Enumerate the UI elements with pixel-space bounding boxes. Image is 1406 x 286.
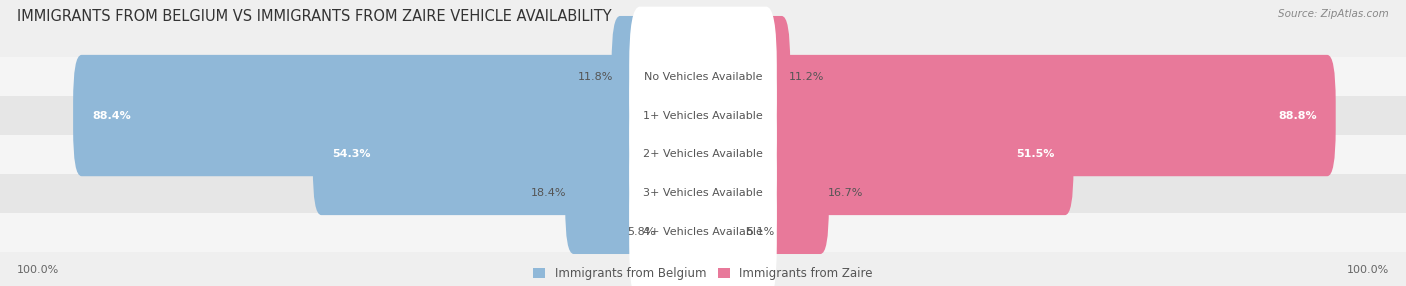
Bar xyxy=(0,57,1406,96)
Text: 88.8%: 88.8% xyxy=(1278,111,1317,120)
Text: 16.7%: 16.7% xyxy=(827,188,863,198)
FancyBboxPatch shape xyxy=(630,162,778,286)
Bar xyxy=(0,213,1406,252)
FancyBboxPatch shape xyxy=(630,123,778,263)
Text: 100.0%: 100.0% xyxy=(1347,265,1389,275)
FancyBboxPatch shape xyxy=(73,55,648,176)
Text: 51.5%: 51.5% xyxy=(1017,150,1054,159)
Text: 1+ Vehicles Available: 1+ Vehicles Available xyxy=(643,111,763,120)
Text: 100.0%: 100.0% xyxy=(17,265,59,275)
FancyBboxPatch shape xyxy=(758,16,790,137)
Text: 18.4%: 18.4% xyxy=(531,188,567,198)
FancyBboxPatch shape xyxy=(758,133,830,254)
Text: 5.8%: 5.8% xyxy=(627,227,655,237)
Text: Source: ZipAtlas.com: Source: ZipAtlas.com xyxy=(1278,9,1389,19)
FancyBboxPatch shape xyxy=(630,84,778,225)
Text: 11.2%: 11.2% xyxy=(789,72,824,82)
FancyBboxPatch shape xyxy=(312,94,648,215)
Text: 3+ Vehicles Available: 3+ Vehicles Available xyxy=(643,188,763,198)
Text: IMMIGRANTS FROM BELGIUM VS IMMIGRANTS FROM ZAIRE VEHICLE AVAILABILITY: IMMIGRANTS FROM BELGIUM VS IMMIGRANTS FR… xyxy=(17,9,612,23)
Text: 4+ Vehicles Available: 4+ Vehicles Available xyxy=(643,227,763,237)
Text: 88.4%: 88.4% xyxy=(91,111,131,120)
FancyBboxPatch shape xyxy=(758,94,1074,215)
Text: No Vehicles Available: No Vehicles Available xyxy=(644,72,762,82)
FancyBboxPatch shape xyxy=(758,55,1336,176)
Text: 54.3%: 54.3% xyxy=(332,150,370,159)
Bar xyxy=(0,174,1406,213)
FancyBboxPatch shape xyxy=(630,45,778,186)
Text: 5.1%: 5.1% xyxy=(747,227,775,237)
Text: 11.8%: 11.8% xyxy=(578,72,613,82)
FancyBboxPatch shape xyxy=(630,7,778,147)
FancyBboxPatch shape xyxy=(565,133,648,254)
Bar xyxy=(0,96,1406,135)
FancyBboxPatch shape xyxy=(612,16,648,137)
Bar xyxy=(0,135,1406,174)
Legend: Immigrants from Belgium, Immigrants from Zaire: Immigrants from Belgium, Immigrants from… xyxy=(533,267,873,280)
Text: 2+ Vehicles Available: 2+ Vehicles Available xyxy=(643,150,763,159)
